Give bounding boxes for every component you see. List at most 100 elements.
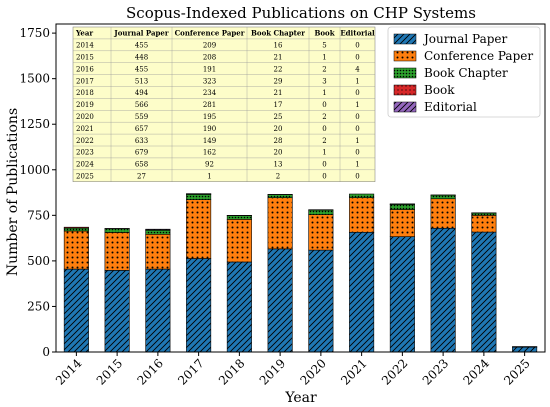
bar-conference-paper-2021 (349, 197, 375, 233)
table-cell: 658 (135, 161, 148, 169)
bar-book-chapter-2023 (430, 194, 456, 200)
x-tick-label: 2022 (379, 356, 410, 387)
bar-journal-paper-2020 (308, 249, 334, 353)
bar-book-chapter-2020 (308, 209, 334, 215)
bar-book-chapter-2015 (104, 228, 130, 233)
x-tick-label: 2016 (134, 356, 165, 387)
x-tick-label: 2021 (338, 356, 369, 387)
table-cell: 17 (274, 101, 283, 109)
bar-conference-paper-2017 (186, 199, 212, 259)
table-cell: 0 (355, 113, 359, 121)
legend-label-editorial: Editorial (424, 100, 477, 114)
bar-conference-paper-2020 (308, 214, 334, 251)
table-cell: 13 (274, 161, 283, 169)
bar-book-chapter-2021 (349, 193, 375, 198)
table-cell: 2017 (76, 77, 94, 85)
table-cell: 21 (274, 54, 283, 62)
bar-book-chapter-2016 (145, 229, 171, 235)
bar-journal-paper-2017 (186, 258, 212, 353)
table-cell: 0 (322, 125, 326, 133)
table-cell: 1 (322, 89, 326, 97)
table-cell: 0 (355, 149, 359, 157)
y-tick-label: 250 (27, 299, 50, 313)
bar-journal-paper-2023 (430, 227, 456, 353)
table-cell: 27 (137, 173, 146, 181)
table-cell: 2024 (76, 161, 94, 169)
table-cell: 633 (135, 137, 148, 145)
legend-label-book-chapter: Book Chapter (424, 66, 508, 80)
legend-box (387, 26, 541, 118)
table-cell: 0 (355, 54, 359, 62)
table-cell: 191 (203, 65, 216, 73)
table-cell: 2 (322, 137, 326, 145)
x-tick-label: 2020 (297, 356, 328, 387)
bar-book-chapter-2022 (389, 204, 415, 210)
table-cell: 149 (203, 137, 216, 145)
legend-label-book: Book (424, 83, 455, 97)
y-tick-label: 1000 (19, 163, 50, 177)
table-cell: 208 (203, 54, 216, 62)
table-cell: 29 (274, 77, 283, 85)
table-cell: 92 (205, 161, 214, 169)
table-header-cell: Conference Paper (175, 29, 245, 38)
legend-swatch-book (393, 84, 417, 96)
bar-journal-paper-2016 (145, 268, 171, 353)
bar-journal-paper-2014 (63, 268, 89, 353)
table-cell: 0 (322, 101, 326, 109)
table-cell: 1 (355, 77, 359, 85)
legend: Journal Paper Conference Paper Book Chapte… (387, 26, 541, 118)
table-cell: 2 (276, 173, 280, 181)
bar-conference-paper-2015 (104, 232, 130, 271)
table-cell: 4 (355, 65, 360, 73)
table-cell: 494 (135, 89, 149, 97)
table-cell: 281 (203, 101, 216, 109)
x-tick-label: 2017 (175, 356, 206, 387)
table-cell: 2014 (76, 42, 94, 50)
table-cell: 20 (274, 125, 283, 133)
table-cell: 2016 (76, 65, 94, 73)
table-cell: 2021 (76, 125, 94, 133)
table-cell: 513 (135, 77, 148, 85)
x-tick-label: 2018 (216, 356, 247, 387)
legend-swatch-conference-paper (393, 50, 417, 62)
table-header-cell: Editorial (340, 29, 375, 38)
bar-conference-paper-2014 (63, 230, 89, 270)
bar-journal-paper-2015 (104, 270, 130, 353)
bar-conference-paper-2022 (389, 209, 415, 237)
x-tick-label: 2014 (53, 356, 85, 388)
table-cell: 2022 (76, 137, 94, 145)
table-cell: 234 (203, 89, 217, 97)
table-cell: 455 (135, 65, 148, 73)
bar-editorial-2016 (145, 228, 171, 231)
table-cell: 0 (322, 161, 326, 169)
bar-book-chapter-2018 (226, 215, 252, 220)
table-cell: 1 (355, 161, 359, 169)
table-cell: 28 (274, 137, 283, 145)
x-tick-label: 2025 (501, 356, 532, 387)
y-tick-label: 1500 (19, 72, 50, 86)
y-axis-label: Number of Publications (5, 108, 21, 276)
y-tick-label: 750 (27, 208, 50, 222)
table-cell: 190 (203, 125, 216, 133)
table-cell: 162 (203, 149, 216, 157)
x-tick-label: 2015 (94, 356, 125, 387)
table-header-cell: Book Chapter (251, 29, 305, 38)
table-background (72, 26, 376, 182)
table-cell: 2025 (76, 173, 94, 181)
table-cell: 1 (207, 173, 211, 181)
bar-journal-paper-2019 (267, 248, 293, 353)
y-tick-label: 1750 (19, 26, 50, 40)
bar-journal-paper-2024 (471, 231, 497, 353)
legend-swatch-journal-paper (393, 33, 417, 45)
bar-conference-paper-2023 (430, 198, 456, 229)
bars (63, 193, 538, 353)
bar-journal-paper-2022 (389, 236, 415, 353)
x-tick-label: 2023 (420, 356, 451, 387)
table-cell: 323 (203, 77, 216, 85)
table-cell: 195 (203, 113, 216, 121)
table-cell: 2 (322, 65, 326, 73)
table-cell: 2015 (76, 54, 94, 62)
bar-book-2014 (63, 226, 89, 229)
table-cell: 2023 (76, 149, 94, 157)
